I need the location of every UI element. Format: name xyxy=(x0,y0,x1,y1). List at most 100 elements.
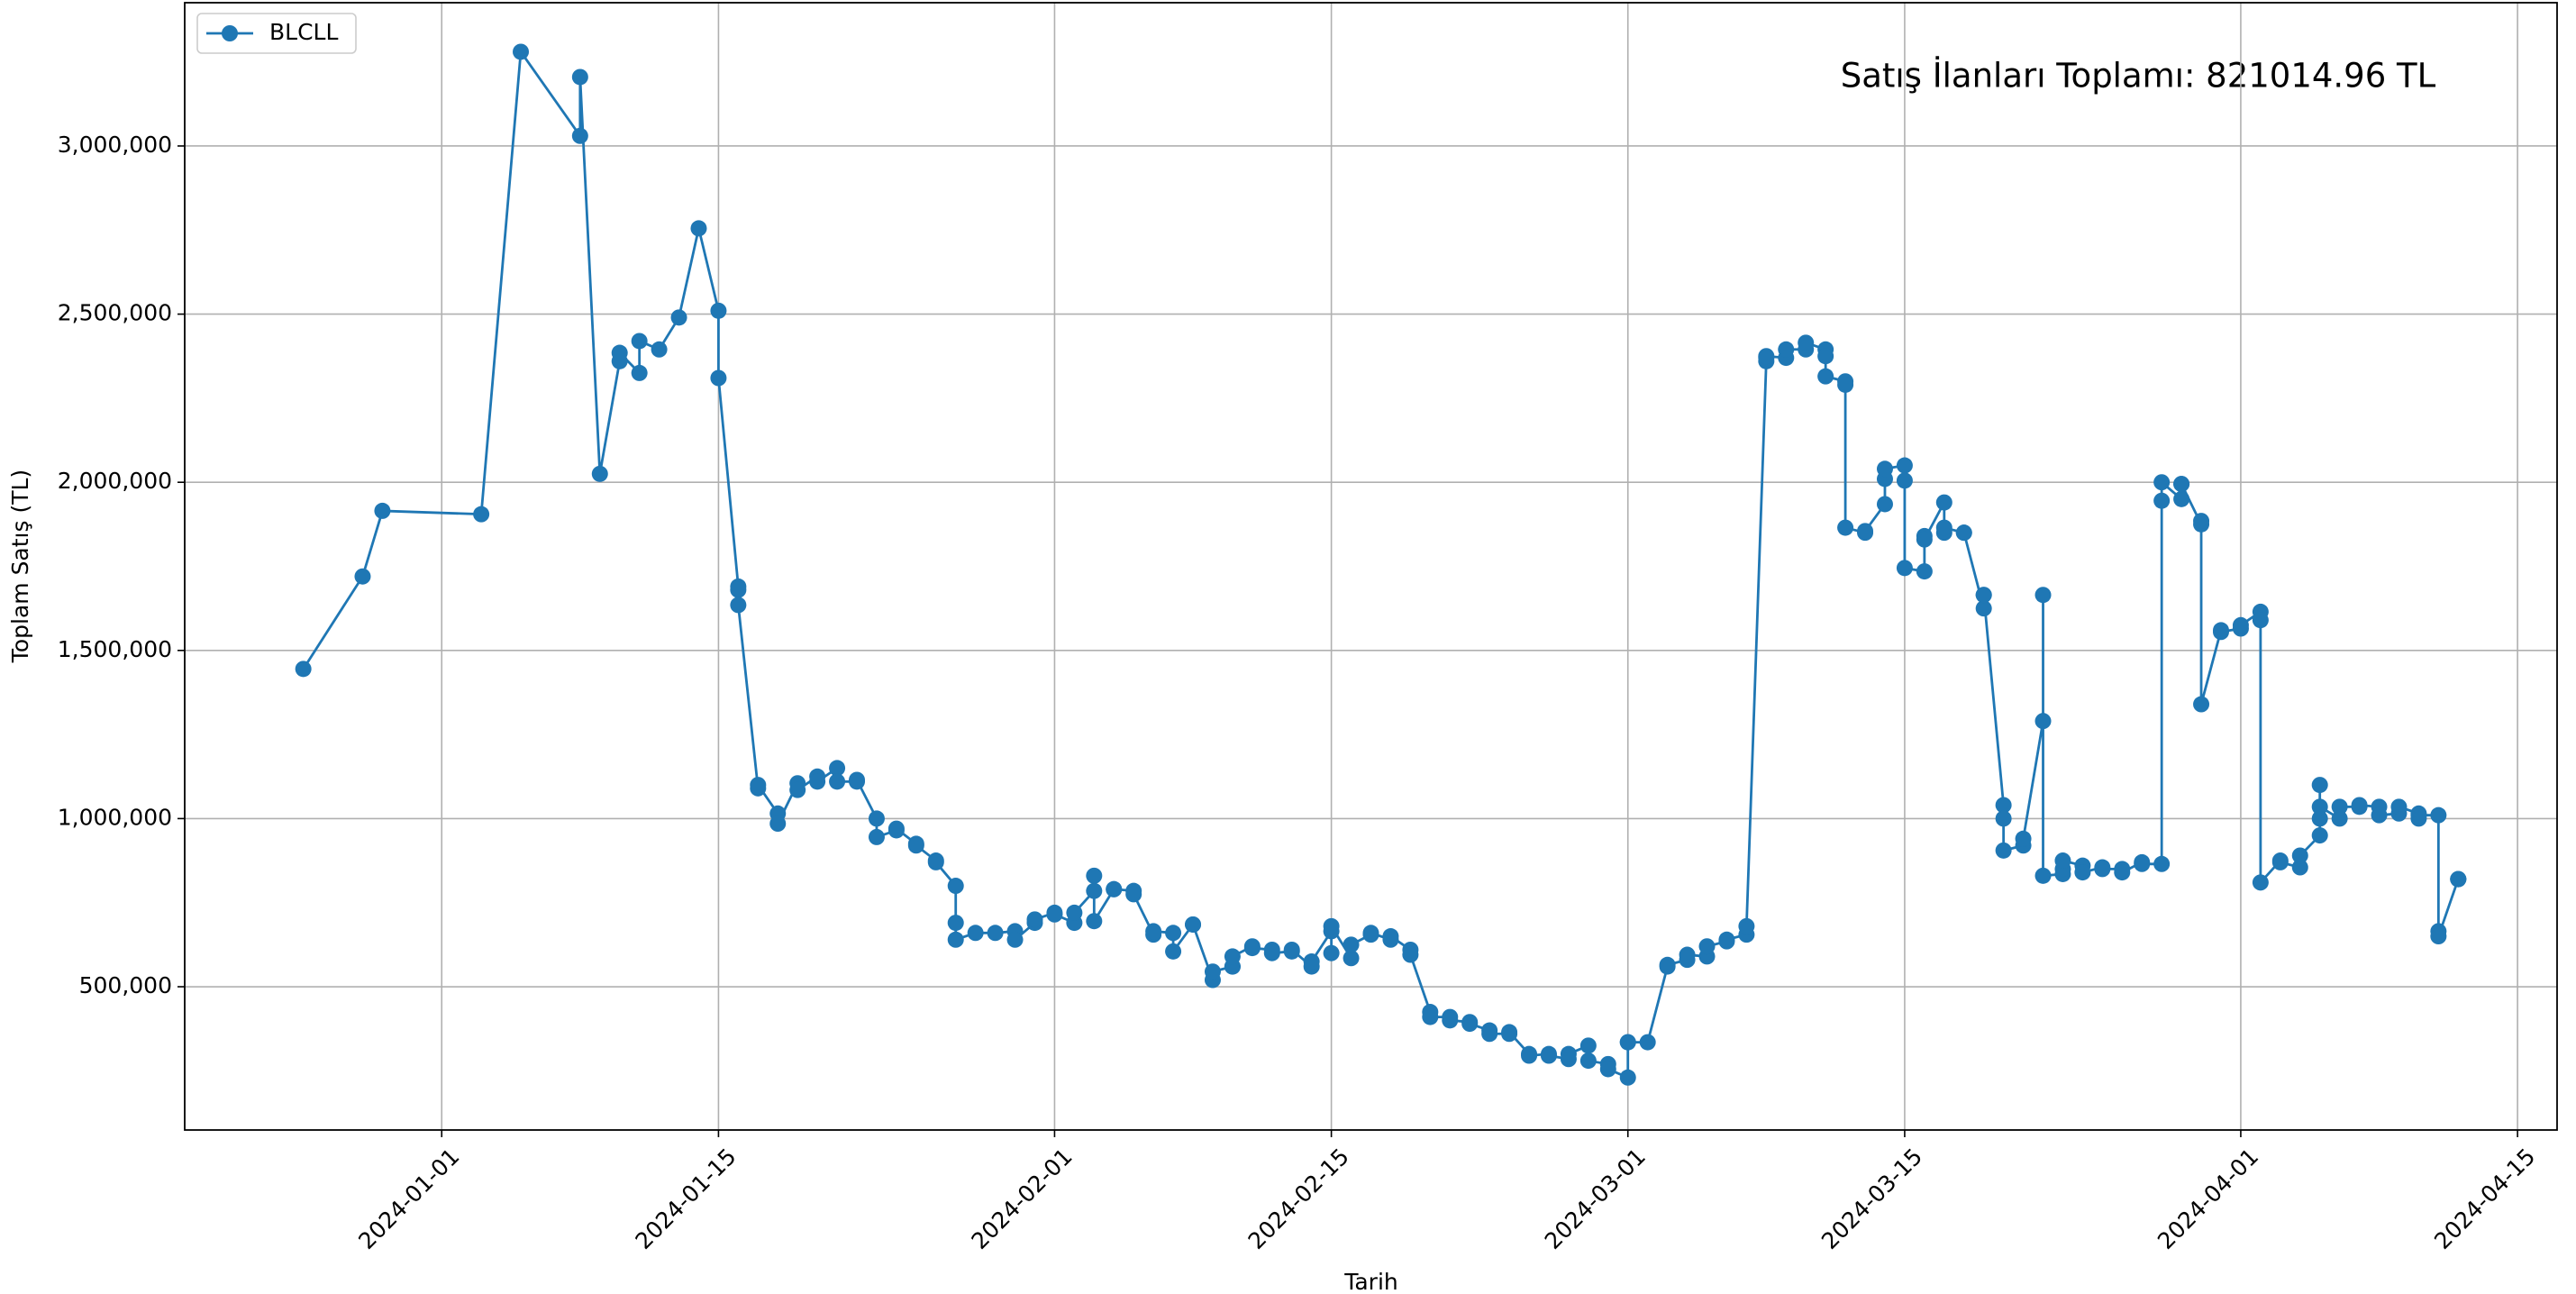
point xyxy=(2232,616,2249,633)
point xyxy=(571,127,588,144)
point xyxy=(631,333,648,350)
point xyxy=(987,925,1004,942)
point xyxy=(1579,1053,1597,1070)
point xyxy=(769,816,787,833)
point xyxy=(1263,944,1280,961)
point xyxy=(1402,946,1419,963)
point xyxy=(1560,1045,1577,1062)
x-tick-label: 2024-03-15 xyxy=(1816,1144,1927,1254)
point xyxy=(473,506,490,523)
point xyxy=(2390,798,2408,816)
point xyxy=(1798,334,1815,351)
y-tick-label: 1,000,000 xyxy=(58,804,172,830)
point xyxy=(1323,944,1340,961)
point xyxy=(2153,492,2171,509)
point xyxy=(927,853,944,870)
point xyxy=(1145,923,1162,940)
point xyxy=(1876,460,1893,478)
point xyxy=(1026,911,1043,928)
point xyxy=(710,369,727,387)
point xyxy=(2153,474,2171,491)
point xyxy=(1837,519,1854,536)
point xyxy=(295,661,312,678)
point xyxy=(849,771,866,788)
point xyxy=(631,364,648,381)
y-tick-label: 2,500,000 xyxy=(58,300,172,326)
point xyxy=(789,781,806,798)
point xyxy=(1995,842,2012,859)
line xyxy=(302,50,2460,1080)
point xyxy=(2291,859,2308,876)
y-tick-label: 2,000,000 xyxy=(58,468,172,494)
point xyxy=(2034,867,2052,884)
point xyxy=(868,810,885,827)
point xyxy=(2291,847,2308,864)
point xyxy=(868,828,885,845)
point xyxy=(1599,1061,1616,1078)
point xyxy=(2331,798,2348,816)
point xyxy=(2212,624,2229,641)
point xyxy=(829,760,846,777)
point xyxy=(1916,563,1933,580)
point xyxy=(1935,494,1952,511)
point xyxy=(829,773,846,790)
point xyxy=(2173,490,2190,507)
point xyxy=(947,915,964,932)
point xyxy=(1204,963,1221,980)
point xyxy=(907,837,924,854)
point xyxy=(1382,928,1399,945)
point xyxy=(1679,946,1696,963)
point xyxy=(1086,913,1103,930)
point xyxy=(2173,476,2190,493)
point xyxy=(2430,806,2447,824)
point xyxy=(1066,904,1083,921)
point xyxy=(1303,953,1320,970)
point xyxy=(1639,1034,1656,1051)
point xyxy=(2094,861,2111,878)
point xyxy=(1323,917,1340,934)
point xyxy=(1935,519,1952,536)
point xyxy=(2034,587,2052,604)
y-tick-label: 1,500,000 xyxy=(58,636,172,662)
point xyxy=(947,878,964,895)
point xyxy=(1896,472,1913,489)
point xyxy=(1343,950,1360,967)
legend: BLCLL xyxy=(196,13,357,54)
point xyxy=(513,43,530,60)
x-tick-label: 2024-01-01 xyxy=(353,1144,464,1254)
point xyxy=(887,820,905,837)
point xyxy=(2311,827,2328,844)
point xyxy=(1857,523,1874,540)
point xyxy=(1362,925,1379,942)
point xyxy=(1046,906,1063,923)
point xyxy=(1481,1025,1498,1043)
point xyxy=(2252,874,2269,891)
point xyxy=(1698,938,1716,955)
x-tick-label: 2024-04-15 xyxy=(2429,1144,2540,1254)
point xyxy=(2271,853,2289,870)
point xyxy=(2371,806,2388,824)
point xyxy=(1817,348,1834,365)
point xyxy=(1718,931,1735,948)
x-tick-label: 2024-02-01 xyxy=(966,1144,1077,1254)
point xyxy=(1442,1012,1459,1029)
point xyxy=(947,931,964,948)
point xyxy=(2311,810,2328,827)
point xyxy=(2311,798,2328,816)
point xyxy=(1896,457,1913,474)
point xyxy=(374,502,391,519)
point xyxy=(1540,1047,1557,1064)
point xyxy=(2252,612,2269,629)
point xyxy=(2034,713,2052,730)
point xyxy=(1125,886,1142,903)
point xyxy=(1165,925,1182,942)
point xyxy=(1758,348,1775,365)
point xyxy=(1283,941,1300,958)
point xyxy=(1659,956,1676,973)
point xyxy=(1106,880,1123,898)
point xyxy=(1916,531,1933,548)
point xyxy=(1619,1069,1636,1086)
point xyxy=(1778,341,1795,358)
point xyxy=(1461,1016,1479,1033)
point xyxy=(1995,810,2012,827)
